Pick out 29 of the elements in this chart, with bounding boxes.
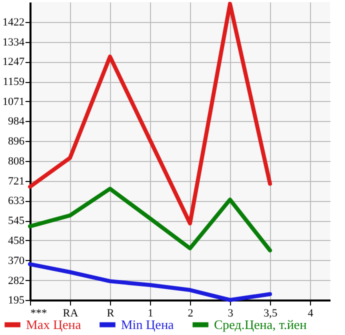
- y-tick-label: 370: [8, 254, 25, 267]
- line-series: [28, 262, 272, 302]
- y-tick-label: 458: [8, 234, 25, 247]
- x-tick-label: ***: [30, 308, 47, 320]
- line-series: [28, 186, 272, 252]
- y-tick-label: 545: [8, 215, 25, 228]
- y-tick-label: 896: [8, 136, 25, 148]
- y-tick-label: 282: [8, 274, 24, 287]
- legend-label: Max Цена: [26, 316, 82, 332]
- legend-label: Сред.Цена, т.йен: [214, 316, 307, 332]
- y-tick-label: 984: [8, 116, 25, 128]
- y-tick-label: 808: [8, 156, 25, 168]
- x-tick-label: RA: [62, 308, 78, 320]
- legend-label: Min Цена: [121, 316, 174, 332]
- x-tick-label: 3: [228, 308, 234, 320]
- x-tick-label: R: [106, 308, 115, 320]
- y-tick-label: 1247: [2, 56, 25, 68]
- y-tick-label: 1334: [2, 36, 25, 48]
- x-tick-label: 1: [148, 308, 154, 320]
- y-tick-label: 1071: [2, 96, 24, 108]
- line-series: [28, 2, 272, 226]
- x-tick-label: 3,5: [264, 308, 278, 320]
- y-tick-label: 1159: [2, 76, 25, 88]
- y-tick-label: 195: [8, 294, 25, 306]
- x-tick-label: 4: [308, 308, 314, 320]
- y-tick-label: 633: [8, 195, 25, 208]
- x-tick-label: 2: [188, 308, 194, 320]
- y-tick-label: 1422: [2, 16, 24, 28]
- y-tick-label: 721: [8, 175, 24, 188]
